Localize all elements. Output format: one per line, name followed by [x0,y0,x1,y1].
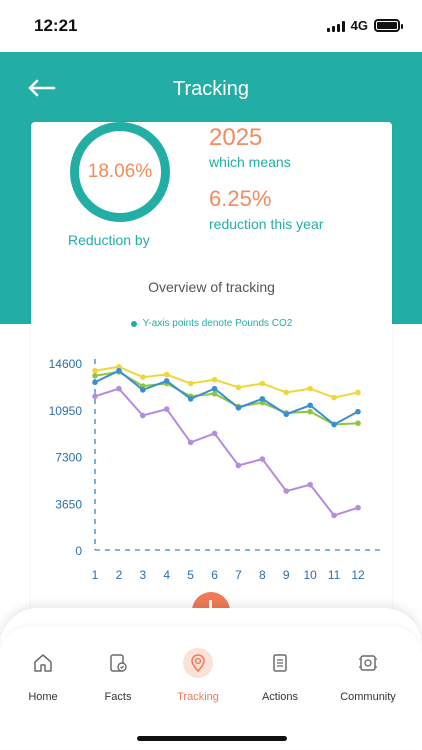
nav-item-actions[interactable]: Actions [238,648,322,718]
battery-icon [374,19,403,32]
legend-dot [130,320,137,327]
chart-legend: Y-axis points denote Pounds CO2 [31,318,392,329]
reduction-caption: Reduction by [68,232,150,248]
chart-title: Overview of tracking [148,279,275,295]
actions-icon [265,648,295,678]
page-title: Tracking [173,78,249,100]
facts-icon [103,648,133,678]
nav-item-tracking[interactable]: Tracking [156,648,240,718]
back-button[interactable] [24,72,64,104]
status-time: 12:21 [34,16,78,35]
home-indicator [137,736,287,741]
nav-label-actions: Actions [261,691,299,703]
nav-item-facts[interactable]: Facts [76,648,160,718]
reduction-value: 18.06% [87,161,153,182]
status-bar: 12:21 4G [0,0,422,52]
nav-item-home[interactable]: Home [1,648,85,718]
tracking-card: 18.06% Reduction by 2025 which means 6.2… [31,122,392,610]
bottom-nav-inner: Home Facts Tracking Actions Community [0,626,422,748]
nav-label-tracking: Tracking [177,691,219,703]
signal-icon [326,20,345,32]
year-caption: which means [209,154,291,170]
percent-caption: reduction this year [209,216,324,232]
nav-label-facts: Facts [104,691,132,703]
legend-label: Y-axis points denote Pounds CO2 [142,318,293,329]
nav-label-home: Home [28,691,58,703]
community-icon [353,648,383,678]
network-label: 4G [350,18,368,33]
percent-value: 6.25% [209,186,272,211]
back-arrow-icon [28,79,56,97]
tracking-icon [183,648,213,678]
home-icon [28,648,58,678]
status-icons: 4G [326,18,403,33]
nav-label-community: Community [340,691,396,703]
nav-item-community[interactable]: Community [326,648,410,718]
year-value: 2025 [209,124,263,151]
bottom-nav: Home Facts Tracking Actions Community [0,608,422,750]
reduction-ring: 18.06% [70,122,170,222]
